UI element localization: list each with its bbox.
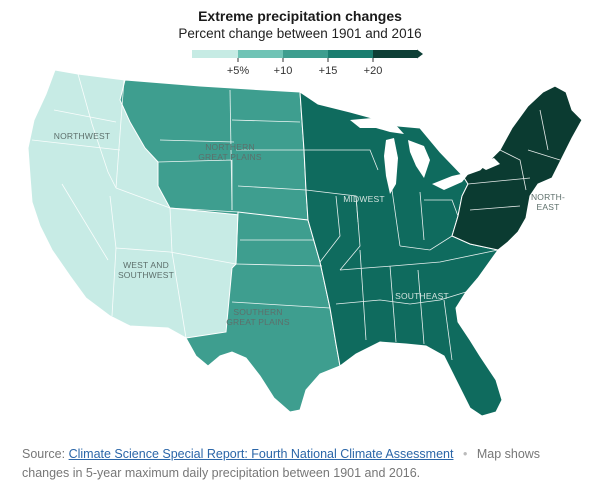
source-note: Map shows changes in 5-year maximum dail… bbox=[22, 447, 541, 480]
legend-swatch-2 bbox=[238, 50, 283, 58]
region-northern-great-plains bbox=[119, 79, 309, 221]
region-label-northeast-1: NORTH- bbox=[531, 192, 565, 202]
region-label-southern-great-plains-2: GREAT PLAINS bbox=[226, 317, 290, 327]
region-label-southern-great-plains-1: SOUTHERN bbox=[233, 307, 282, 317]
lake-ontario bbox=[476, 158, 500, 170]
legend-swatch-1 bbox=[192, 50, 238, 58]
legend-tick-3: +15 bbox=[319, 65, 338, 77]
region-label-northern-great-plains-2: GREAT PLAINS bbox=[198, 152, 262, 162]
source-footer: Source: Climate Science Special Report: … bbox=[22, 445, 582, 483]
region-midwest-southeast bbox=[299, 91, 503, 417]
separator-dot: • bbox=[462, 447, 468, 461]
legend-arrow-icon bbox=[417, 49, 423, 59]
legend-tick-2: +10 bbox=[274, 65, 293, 77]
chart-title: Extreme precipitation changes bbox=[198, 8, 402, 24]
state-borders bbox=[31, 73, 561, 361]
legend-tick-4: +20 bbox=[364, 65, 383, 77]
region-label-midwest: MIDWEST bbox=[343, 194, 385, 204]
region-label-northern-great-plains-1: NORTHERN bbox=[205, 142, 255, 152]
source-link[interactable]: Climate Science Special Report: Fourth N… bbox=[68, 447, 454, 461]
lake-superior bbox=[350, 118, 404, 134]
lake-huron bbox=[408, 140, 430, 178]
region-label-southeast: SOUTHEAST bbox=[395, 291, 449, 301]
region-label-northeast-2: EAST bbox=[536, 202, 559, 212]
region-label-northwest: NORTHWEST bbox=[54, 131, 110, 141]
legend-swatch-4 bbox=[328, 50, 373, 58]
region-label-west-southwest-1: WEST AND bbox=[123, 260, 169, 270]
color-legend: +5% +10 +15 +20 bbox=[192, 49, 423, 77]
legend-tick-1: +5% bbox=[227, 65, 250, 77]
lake-michigan bbox=[384, 138, 398, 194]
source-label: Source: bbox=[22, 447, 66, 461]
legend-swatch-3 bbox=[283, 50, 328, 58]
region-label-west-southwest-2: SOUTHWEST bbox=[118, 270, 174, 280]
lake-erie bbox=[432, 172, 470, 190]
us-map: NORTHWEST NORTHERN GREAT PLAINS WEST AND… bbox=[27, 69, 583, 417]
legend-swatch-5 bbox=[373, 50, 417, 58]
region-northeast bbox=[451, 85, 583, 251]
chart-subtitle: Percent change between 1901 and 2016 bbox=[178, 26, 422, 41]
